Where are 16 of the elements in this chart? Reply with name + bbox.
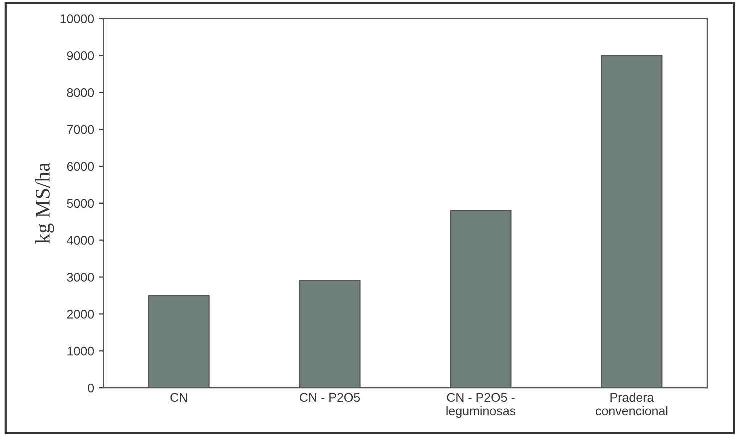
y-tick-label: 8000 [67, 88, 94, 98]
y-tick-label: 5000 [67, 199, 94, 208]
y-tick-label: 7000 [67, 125, 94, 134]
y-tick-label: 0 [88, 384, 94, 393]
y-tick-label: 2000 [67, 310, 94, 319]
x-tick-label: CN [170, 393, 188, 402]
y-tick-label: 4000 [67, 236, 94, 245]
x-tick-label: Pradera convencional [596, 392, 668, 416]
x-tick-label: CN - P2O5 - leguminosas [446, 393, 516, 418]
x-tick-label: CN - P2O5 [300, 393, 360, 402]
y-tick-label: 9000 [67, 52, 94, 60]
y-tick-label: 10000 [60, 14, 94, 24]
y-axis-title: kg MS/ha [35, 162, 54, 244]
y-tick-label: 1000 [68, 346, 94, 356]
y-tick-label: 6000 [67, 162, 94, 172]
y-tick-label: 3000 [67, 273, 94, 282]
